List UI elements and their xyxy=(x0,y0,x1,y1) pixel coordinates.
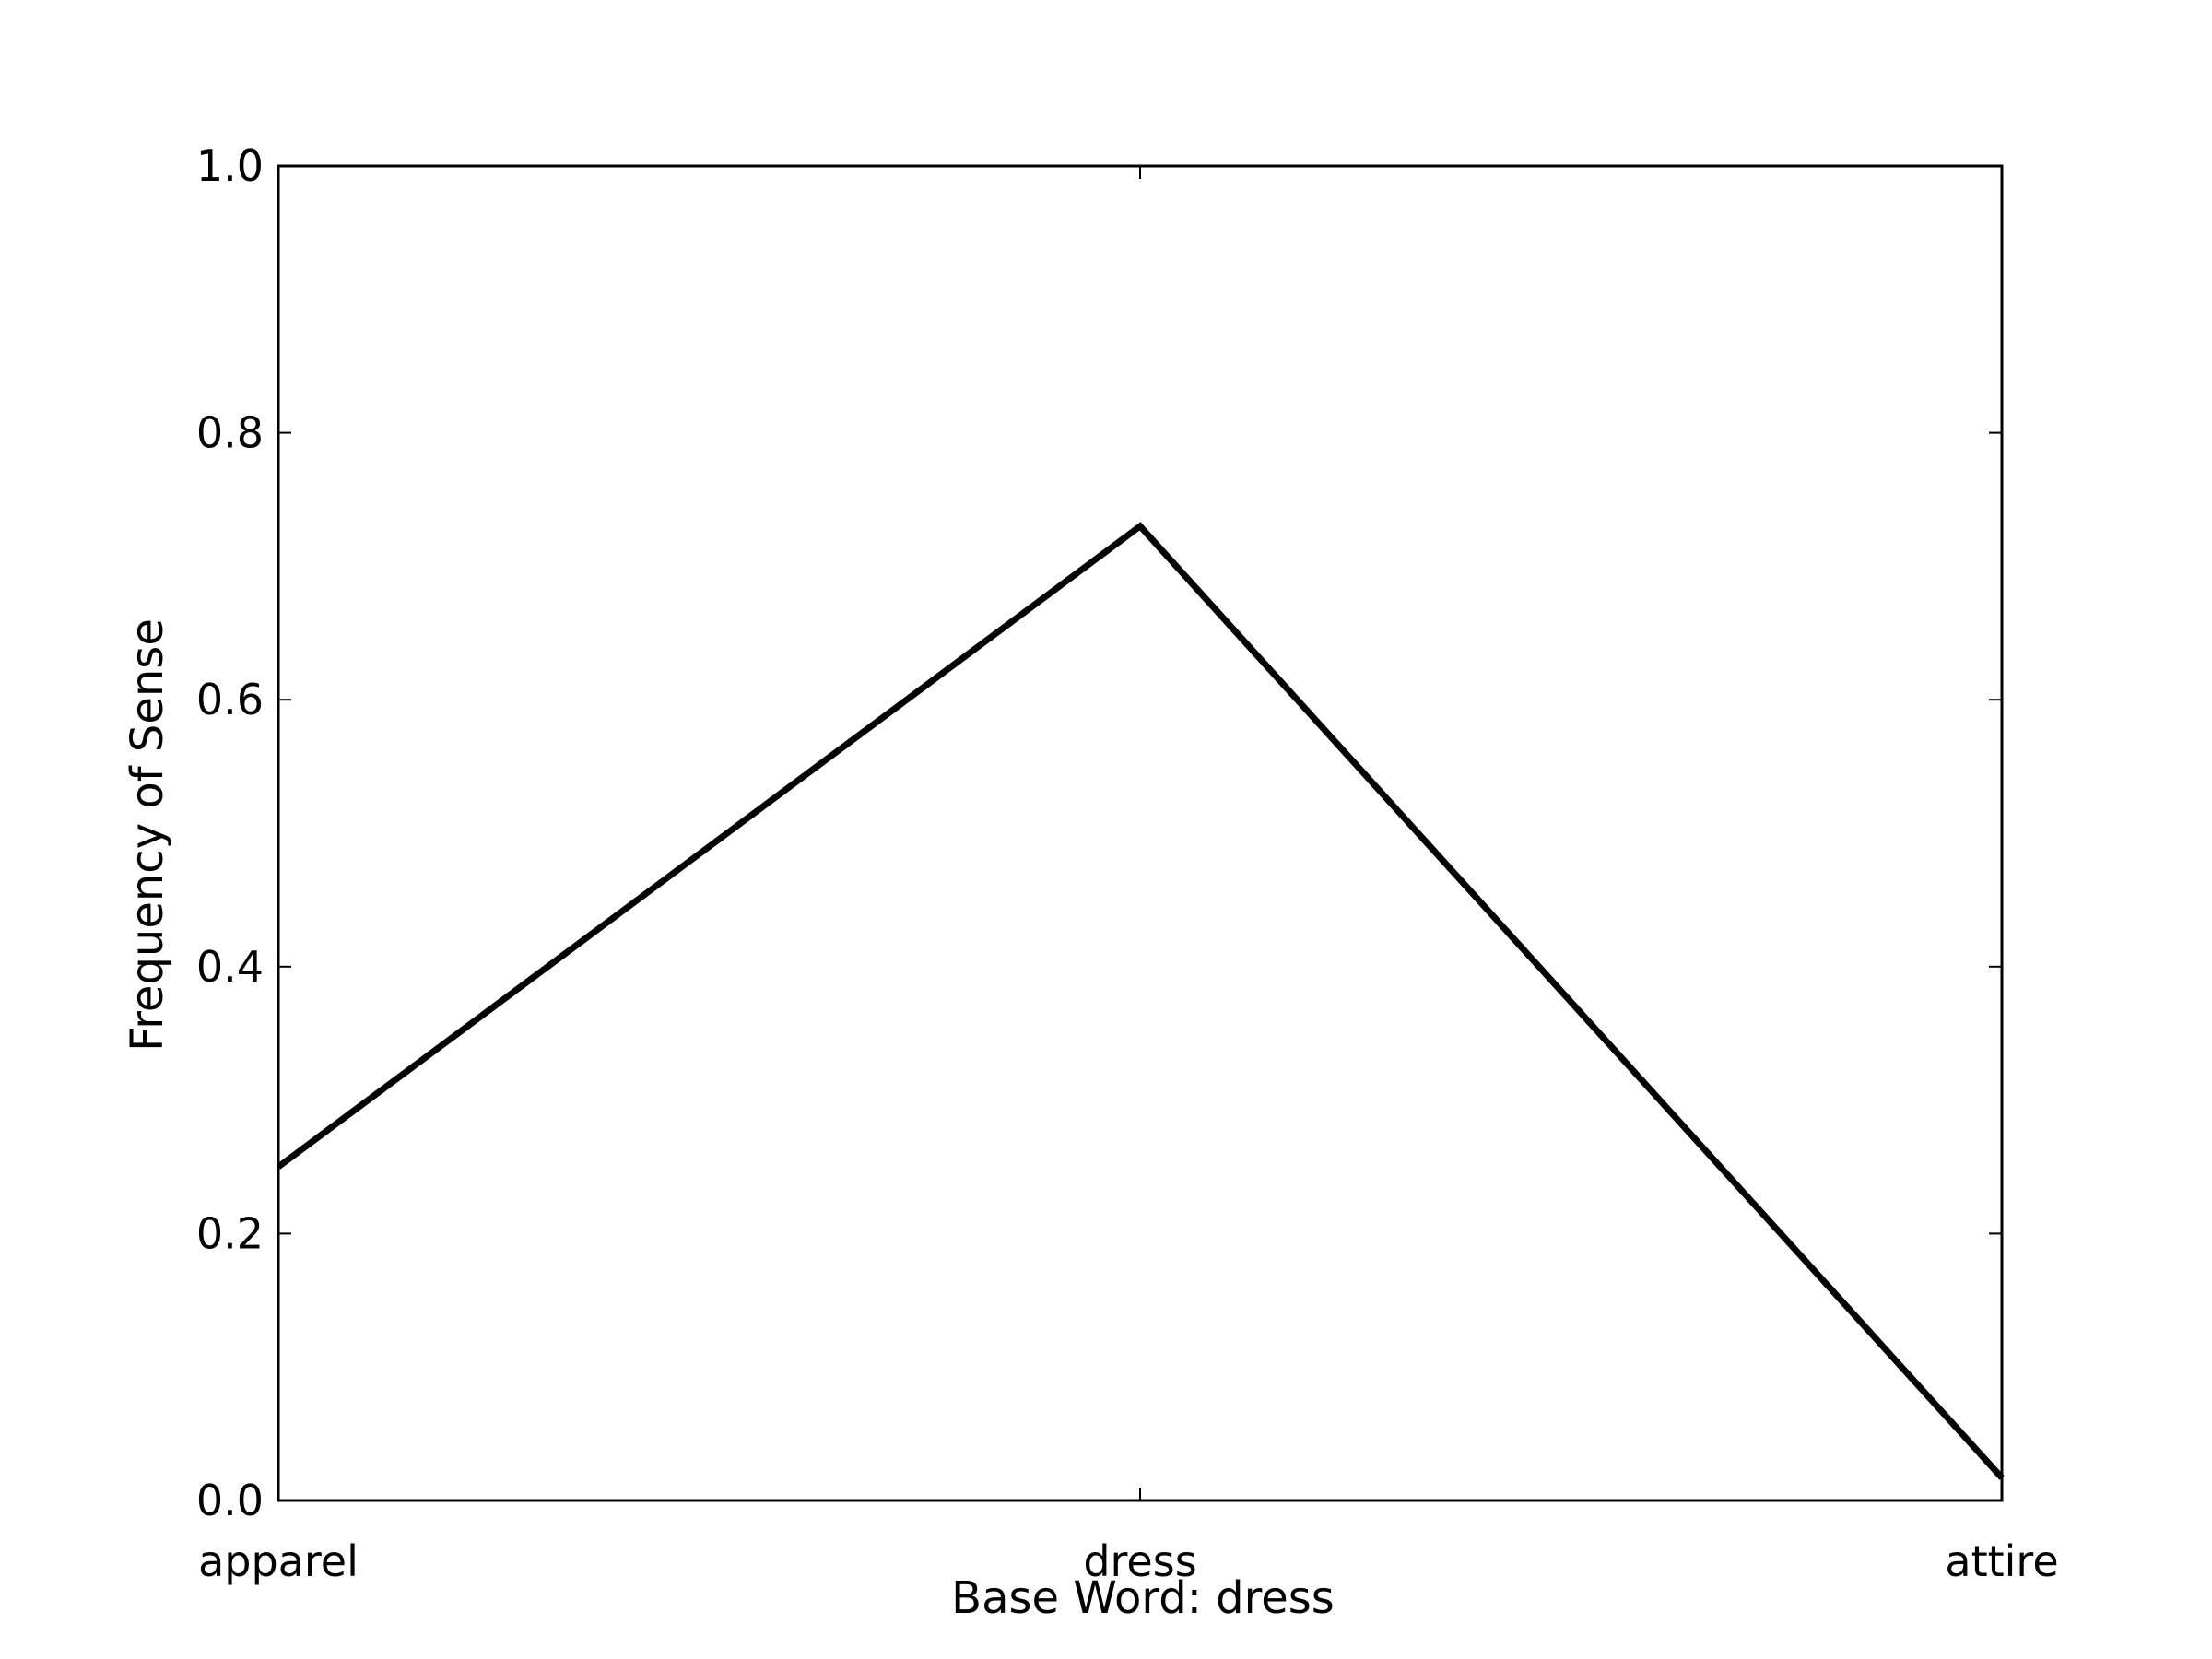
x-axis-label: Base Word: dress xyxy=(951,1572,1335,1624)
y-tick-label: 0.0 xyxy=(196,1476,264,1525)
x-tick-label: dress xyxy=(1083,1536,1196,1586)
axes-frame xyxy=(276,164,2004,1502)
series-line xyxy=(276,522,2005,1480)
y-tick-label: 0.6 xyxy=(196,675,264,724)
y-tick-label: 0.4 xyxy=(196,942,264,992)
y-tick-label: 1.0 xyxy=(196,141,264,191)
x-tick-label: apparel xyxy=(198,1536,359,1586)
y-tick-label: 0.2 xyxy=(196,1208,264,1258)
y-tick-label: 0.8 xyxy=(196,408,264,458)
plot-area: 0.0 0.2 0.4 0.6 0.8 1.0 apparel dress attire xyxy=(196,141,2059,1586)
x-tick-label: attire xyxy=(1945,1536,2058,1586)
y-axis-label: Frequency of Sense xyxy=(122,618,173,1052)
